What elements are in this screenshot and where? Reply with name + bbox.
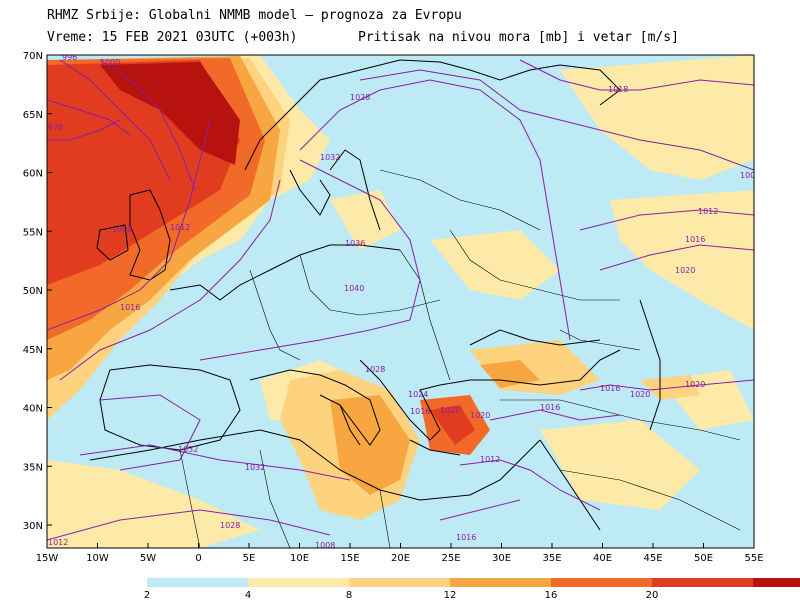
longitude-label: 35E xyxy=(542,553,561,564)
latitude-label: 60N xyxy=(23,169,43,180)
legend-tick-label: 12 xyxy=(444,590,457,600)
isobar-label: 1000 xyxy=(100,58,120,67)
latitude-label: 40N xyxy=(23,404,43,415)
isobar-label: 1028 xyxy=(350,93,370,102)
isobar-label: 1016 xyxy=(540,403,560,412)
latitude-label: 50N xyxy=(23,286,43,297)
isobar-label: 1020 xyxy=(440,406,460,415)
legend-tick-label: 2 xyxy=(144,590,150,600)
longitude-label: 5W xyxy=(140,553,156,564)
isobar-label: 1016 xyxy=(120,303,140,312)
isobar-label: 1016 xyxy=(456,533,476,542)
latitude-label: 65N xyxy=(23,110,43,121)
isobar-label: 1032 xyxy=(245,463,265,472)
isobar-label: 1020 xyxy=(675,266,695,275)
legend-tick-label: 4 xyxy=(245,590,251,600)
isobar-label: 1012 xyxy=(170,223,190,232)
latitude-axis: 70N 65N 60N 55N 50N 45N 40N 35N 30N xyxy=(23,51,52,532)
longitude-label: 50E xyxy=(694,553,713,564)
legend-tick-label: 20 xyxy=(646,590,659,600)
isobar-label: 1018 xyxy=(608,85,628,94)
longitude-label: 15E xyxy=(340,553,359,564)
country-borders xyxy=(179,169,741,548)
legend-color-swatch xyxy=(652,578,753,587)
isobar-label: 1020 xyxy=(685,380,705,389)
legend-color-swatch xyxy=(248,578,349,587)
isobar-label: 1020 xyxy=(470,411,490,420)
isobar-label: 1040 xyxy=(344,284,364,293)
legend-tick-label: 8 xyxy=(346,590,352,600)
isobar-label: 1016 xyxy=(685,235,705,244)
isobar-label: 996 xyxy=(62,53,77,62)
legend-color-swatch xyxy=(147,578,248,587)
isobar-label: 1012 xyxy=(698,207,718,216)
legend-color-swatch xyxy=(450,578,551,587)
latitude-label: 55N xyxy=(23,227,43,238)
legend-color-swatch xyxy=(551,578,652,587)
forecast-map: 1028 1032 1036 1040 1028 1024 1016 1012 … xyxy=(23,51,764,564)
longitude-label: 25E xyxy=(441,553,460,564)
longitude-axis: 15W 10W 5W 0 5E 10E 15E 20E 25E 30E 35E 40E 45E 50E 55… xyxy=(36,543,764,564)
forecast-time: Vreme: 15 FEB 2021 03UTC (+003h) xyxy=(47,30,298,45)
longitude-label: 10E xyxy=(290,553,309,564)
isobar-labels: 1028 1032 1036 1040 1028 1024 1016 1012 … xyxy=(48,53,760,550)
isobar-label: 976 xyxy=(48,123,63,132)
isobar-label: 1012 xyxy=(48,538,68,547)
isobar-label: 1004 xyxy=(740,171,760,180)
longitude-label: 15W xyxy=(36,553,59,564)
isobar-label: 1008 xyxy=(112,225,132,234)
isobar-label: 1012 xyxy=(480,455,500,464)
longitude-label: 55E xyxy=(744,553,763,564)
isobar-label: 1028 xyxy=(220,521,240,530)
longitude-label: 5E xyxy=(243,553,256,564)
latitude-label: 45N xyxy=(23,345,43,356)
coastlines xyxy=(89,59,661,531)
wind-speed-legend: 2 4 8 12 16 20 xyxy=(144,578,800,600)
legend-color-swatch xyxy=(753,578,800,587)
latitude-label: 30N xyxy=(23,521,43,532)
isobar-label: 1032 xyxy=(320,153,340,162)
isobar-label: 1016 xyxy=(410,407,430,416)
field-description: Pritisak na nivou mora [mb] i vetar [m/s… xyxy=(358,30,679,45)
chart-title: RHMZ Srbije: Globalni NMMB model — progn… xyxy=(47,8,462,23)
longitude-label: 30E xyxy=(492,553,511,564)
isobar-label: 1020 xyxy=(630,390,650,399)
longitude-label: 45E xyxy=(643,553,662,564)
isobar-label: 1036 xyxy=(345,239,365,248)
latitude-label: 70N xyxy=(23,51,43,62)
isobar-label: 1028 xyxy=(365,365,385,374)
isobar-label: 1032 xyxy=(178,445,198,454)
legend-color-swatch xyxy=(349,578,450,587)
isobar-label: 1008 xyxy=(315,541,335,550)
isobars xyxy=(47,59,754,541)
longitude-label: 10W xyxy=(86,553,109,564)
longitude-label: 0 xyxy=(195,553,201,564)
longitude-label: 40E xyxy=(593,553,612,564)
isobar-label: 1024 xyxy=(408,390,428,399)
latitude-label: 35N xyxy=(23,462,43,473)
longitude-label: 20E xyxy=(391,553,410,564)
legend-tick-label: 16 xyxy=(545,590,558,600)
isobar-label: 1016 xyxy=(600,384,620,393)
